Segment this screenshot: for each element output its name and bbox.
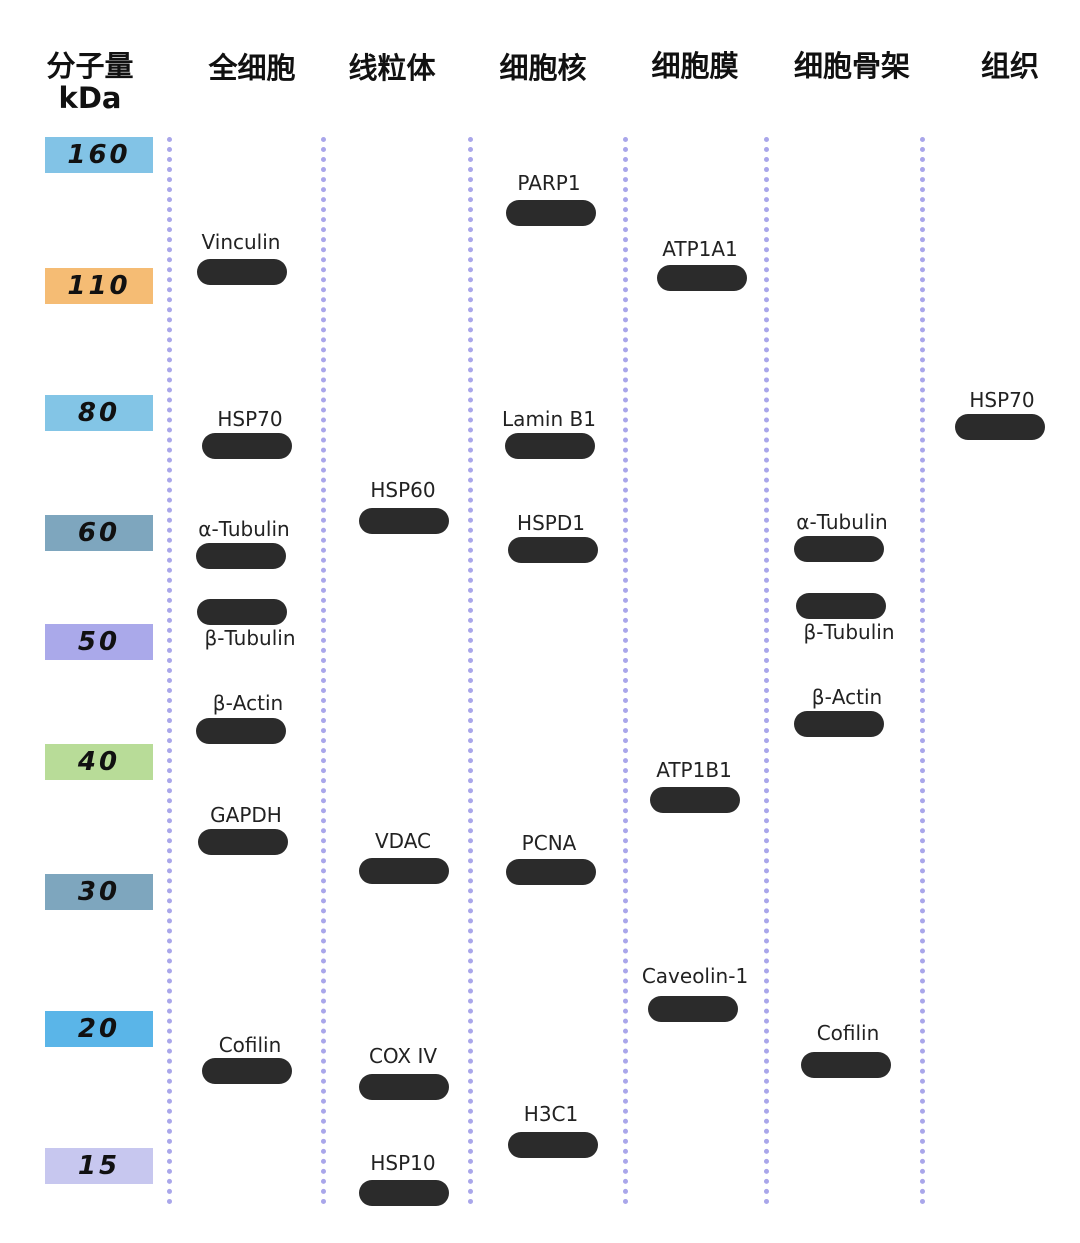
band-label: ATP1A1: [662, 237, 738, 261]
band: [801, 1052, 891, 1078]
marker-40: 40: [45, 744, 153, 780]
band: [359, 508, 449, 534]
band: [196, 543, 286, 569]
band: [955, 414, 1045, 440]
band-label: HSP70: [217, 407, 283, 431]
band: [794, 711, 884, 737]
band: [648, 996, 738, 1022]
marker-110: 110: [45, 268, 153, 304]
band: [657, 265, 747, 291]
band-label: Cofilin: [218, 1033, 282, 1057]
band: [359, 1180, 449, 1206]
divider: [167, 137, 172, 1205]
band-label: α-Tubulin: [796, 510, 888, 534]
header-tissue: 组织: [980, 49, 1040, 83]
divider: [764, 137, 769, 1205]
band-label: β-Actin: [811, 685, 883, 709]
header-whole-cell: 全细胞: [208, 51, 296, 85]
header-unit: kDa: [58, 81, 122, 115]
header-cytoskeleton: 细胞骨架: [793, 49, 911, 83]
divider: [468, 137, 473, 1205]
marker-50: 50: [45, 624, 153, 660]
band: [650, 787, 740, 813]
band-label: HSP60: [370, 478, 436, 502]
header-mito: 线粒体: [348, 51, 436, 85]
band-label: HSPD1: [517, 511, 585, 535]
band: [796, 593, 886, 619]
band: [198, 829, 288, 855]
band-label: PARP1: [517, 171, 581, 195]
band: [202, 433, 292, 459]
band-label: ATP1B1: [656, 758, 732, 782]
band-label: Cofilin: [816, 1021, 880, 1045]
band: [202, 1058, 292, 1084]
marker-30: 30: [45, 874, 153, 910]
band-label: VDAC: [374, 829, 432, 853]
band-label: HSP10: [370, 1151, 436, 1175]
band-label: Caveolin-1: [641, 964, 749, 988]
band: [508, 537, 598, 563]
band: [794, 536, 884, 562]
band: [197, 599, 287, 625]
band-label: COX IV: [368, 1044, 438, 1068]
header-nucleus: 细胞核: [499, 51, 587, 85]
marker-20: 20: [45, 1011, 153, 1047]
band: [359, 1074, 449, 1100]
divider: [920, 137, 925, 1205]
marker-60: 60: [45, 515, 153, 551]
header-membrane: 细胞膜: [651, 49, 739, 83]
band: [506, 859, 596, 885]
band-label: β-Tubulin: [204, 626, 296, 650]
band-label: α-Tubulin: [198, 517, 290, 541]
divider: [321, 137, 326, 1205]
band: [196, 718, 286, 744]
band-label: PCNA: [521, 831, 577, 855]
band-label: Vinculin: [201, 230, 281, 254]
band: [505, 433, 595, 459]
band-label: GAPDH: [210, 803, 282, 827]
band: [359, 858, 449, 884]
band: [508, 1132, 598, 1158]
band-label: HSP70: [969, 388, 1035, 412]
marker-80: 80: [45, 395, 153, 431]
header-mw: 分子量: [46, 49, 134, 83]
divider: [623, 137, 628, 1205]
band-label: H3C1: [523, 1102, 579, 1126]
marker-15: 15: [45, 1148, 153, 1184]
band-label: β-Tubulin: [803, 620, 895, 644]
band: [197, 259, 287, 285]
band-label: Lamin B1: [502, 407, 596, 431]
band-label: β-Actin: [212, 691, 284, 715]
band: [506, 200, 596, 226]
marker-160: 160: [45, 137, 153, 173]
